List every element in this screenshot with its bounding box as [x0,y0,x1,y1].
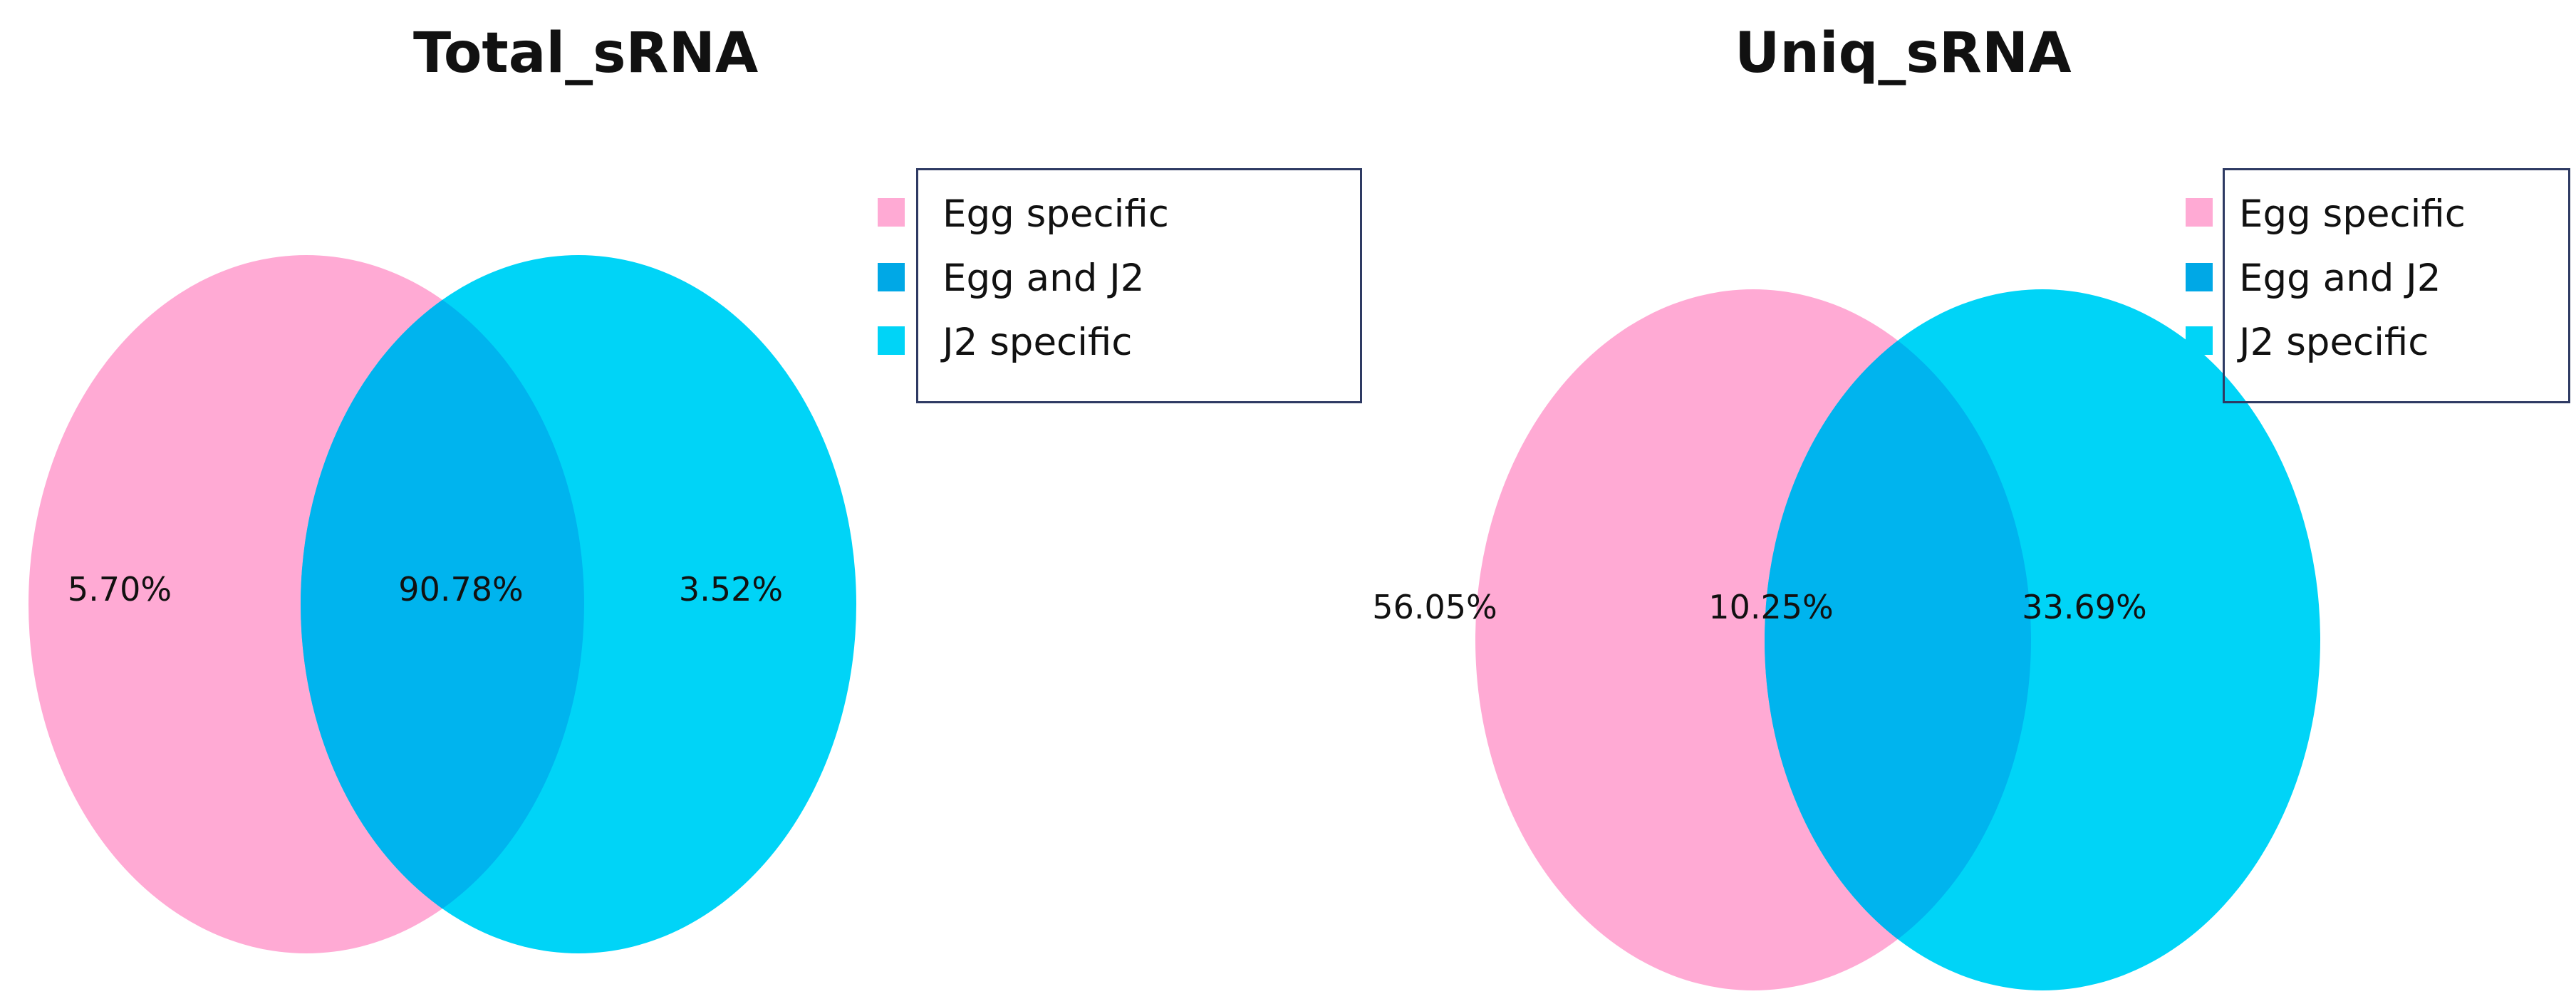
legend-swatch-egg-specific [878,198,905,227]
overlap-region [1765,289,2031,990]
j2-specific-percent: 3.52% [679,570,783,609]
legend-total: Egg specific Egg and J2 J2 specific [878,168,1362,403]
venn-diagram-total: 5.70% 90.78% 3.52% [28,255,856,953]
legend-label-egg-specific: Egg specific [942,192,1169,236]
legend-uniq: Egg specific Egg and J2 J2 specific [2186,168,2570,403]
legend-swatch-j2-specific [878,326,905,355]
overlap-percent: 90.78% [398,570,523,609]
legend-label-egg-and-j2: Egg and J2 [2239,257,2441,300]
overlap-percent: 10.25% [1708,588,1833,626]
legend-box: Egg specific Egg and J2 J2 specific [916,168,1362,403]
venn-panel-total: Total_sRNA 5.70% 90.78% 3.52% [0,0,1282,994]
legend-label-j2-specific: J2 specific [942,321,1133,364]
legend-swatch-j2-specific [2186,326,2213,355]
legend-label-egg-specific: Egg specific [2239,192,2466,236]
legend-box: Egg specific Egg and J2 J2 specific [2223,168,2570,403]
venn-diagram-uniq: 56.05% 10.25% 33.69% [1372,289,2320,990]
legend-label-j2-specific: J2 specific [2239,321,2429,364]
venn-title: Total_sRNA [413,21,759,86]
j2-specific-percent: 33.69% [2022,588,2146,626]
legend-swatch-egg-specific [2186,198,2213,227]
venn-panel-uniq: Uniq_sRNA 56.05% 10.25% 33.69% [1282,0,2576,994]
overlap-region [301,255,584,953]
venn-title: Uniq_sRNA [1735,21,2072,86]
legend-swatch-egg-and-j2 [878,263,905,291]
legend-swatch-egg-and-j2 [2186,263,2213,291]
egg-specific-percent: 5.70% [68,570,172,609]
egg-specific-percent: 56.05% [1372,588,1497,626]
legend-label-egg-and-j2: Egg and J2 [942,257,1145,300]
